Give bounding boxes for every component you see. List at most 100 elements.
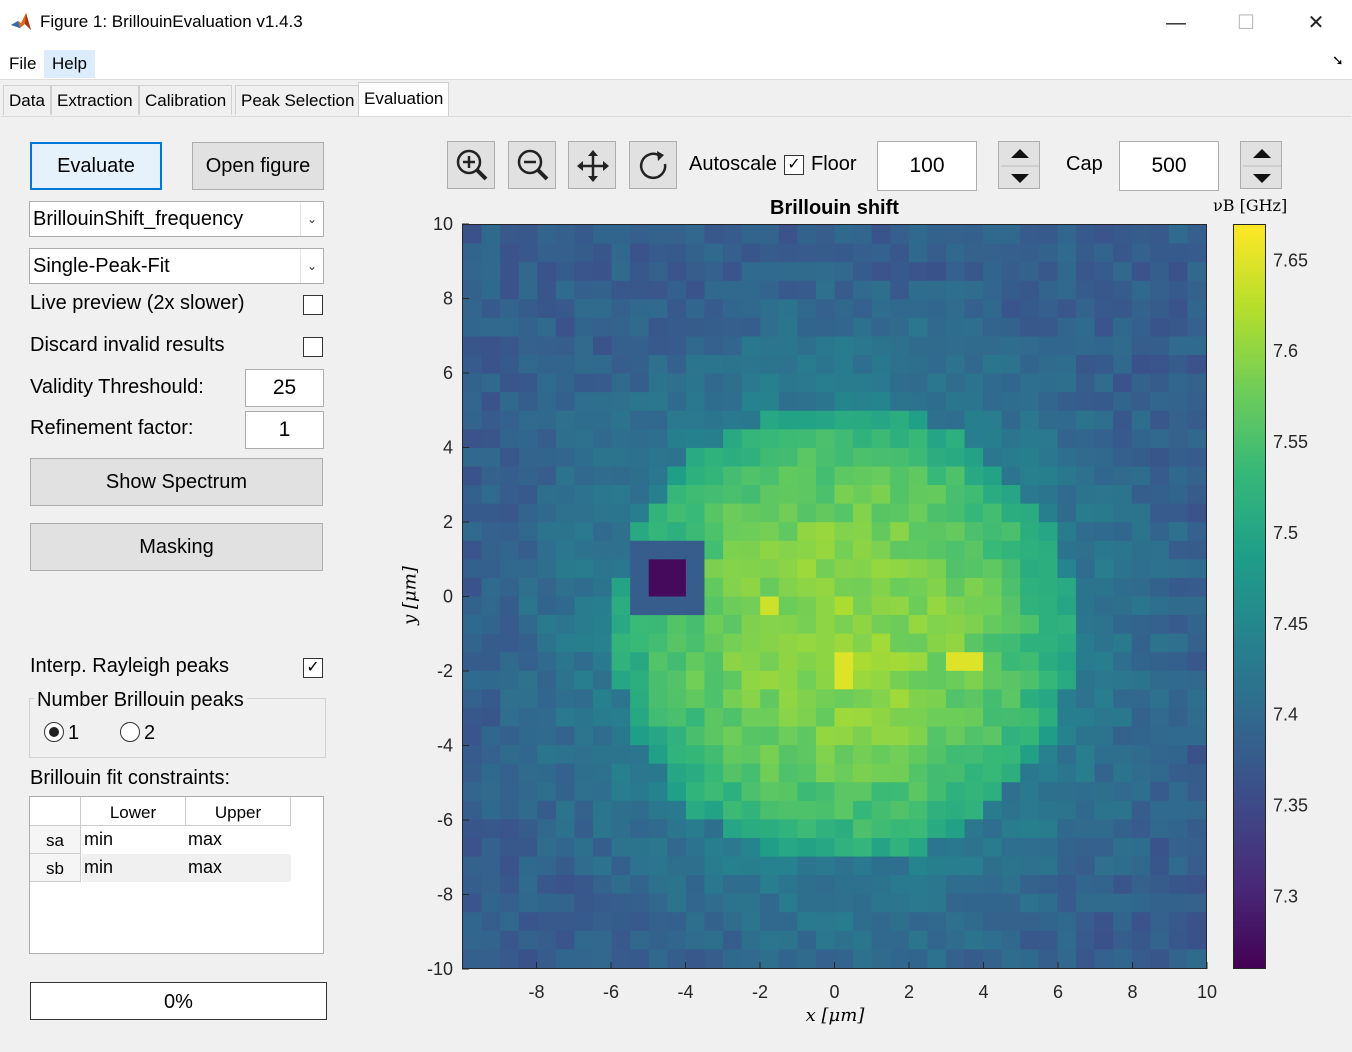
- heatmap-cell: [983, 225, 1003, 245]
- heatmap-cell: [853, 540, 873, 560]
- tab-peak-selection[interactable]: Peak Selection: [235, 85, 361, 115]
- reset-view-button[interactable]: [629, 141, 677, 189]
- dock-arrow-icon[interactable]: ➘: [1332, 52, 1344, 68]
- heatmap-cell: [574, 800, 594, 820]
- heatmap-cell: [853, 243, 873, 263]
- heatmap-cell: [760, 410, 780, 430]
- evaluate-button[interactable]: Evaluate: [30, 142, 162, 190]
- floor-input[interactable]: 100: [877, 141, 977, 191]
- heatmap-cell: [704, 243, 724, 263]
- heatmap-cell: [1168, 930, 1189, 951]
- heatmap-cell: [853, 875, 873, 895]
- heatmap-cell: [1150, 633, 1170, 653]
- heatmap-cell: [481, 633, 501, 653]
- heatmap-cell: [871, 429, 891, 449]
- heatmap-canvas[interactable]: [462, 224, 1207, 969]
- heatmap-cell: [1057, 893, 1077, 913]
- interp-rayleigh-checkbox[interactable]: ✓: [303, 658, 323, 678]
- heatmap-cell: [760, 763, 780, 783]
- minimize-button[interactable]: —: [1166, 12, 1186, 34]
- colorbar-segment: [1234, 387, 1265, 391]
- heatmap-cell: [630, 373, 650, 393]
- tab-evaluation[interactable]: Evaluation: [358, 82, 450, 116]
- refinement-factor-input[interactable]: 1: [245, 411, 324, 449]
- heatmap-cell: [1094, 930, 1114, 951]
- heatmap-cell: [555, 373, 576, 393]
- heatmap-cell: [760, 522, 780, 542]
- heatmap-cell: [778, 485, 798, 505]
- heatmap-cell: [927, 875, 947, 895]
- heatmap-cell: [667, 912, 687, 932]
- pan-button[interactable]: [568, 141, 616, 189]
- heatmap-cell: [853, 652, 873, 672]
- heatmap-cell: [1150, 689, 1170, 709]
- cap-input[interactable]: 500: [1119, 141, 1219, 191]
- heatmap-cell: [1168, 707, 1189, 728]
- heatmap-cell: [611, 689, 631, 709]
- live-preview-checkbox[interactable]: [303, 295, 323, 315]
- heatmap-cell: [778, 782, 798, 802]
- heatmap-cell: [1168, 596, 1189, 616]
- cell-sb-lower[interactable]: min: [82, 854, 186, 882]
- heatmap-cell: [1113, 633, 1133, 653]
- floor-spinner[interactable]: [998, 141, 1040, 189]
- heatmap-cell: [815, 225, 836, 245]
- heatmap-cell: [871, 522, 891, 542]
- peaks-radio-2[interactable]: [120, 722, 140, 742]
- peaks-radio-1[interactable]: [44, 722, 64, 742]
- heatmap-cell: [463, 373, 483, 393]
- heatmap-cell: [741, 485, 761, 505]
- parameter-dropdown[interactable]: BrillouinShift_frequency ⌄: [29, 201, 324, 237]
- heatmap-cell: [1094, 615, 1114, 635]
- zoom-in-button[interactable]: [447, 141, 495, 189]
- cell-sb-upper[interactable]: max: [186, 854, 291, 882]
- heatmap-cell: [1057, 707, 1077, 728]
- heatmap-cell: [648, 280, 668, 300]
- heatmap-cell: [834, 689, 854, 709]
- heatmap-cell: [741, 856, 761, 876]
- menu-file[interactable]: File: [9, 54, 37, 73]
- colorbar-segment: [1234, 546, 1265, 550]
- cap-spinner[interactable]: [1240, 141, 1282, 189]
- menu-help[interactable]: Help: [44, 50, 95, 78]
- heatmap-cell: [667, 596, 687, 616]
- heatmap-cell: [815, 466, 836, 486]
- maximize-button[interactable]: ☐: [1237, 12, 1255, 34]
- heatmap-cell: [983, 355, 1003, 375]
- heatmap-cell: [1131, 392, 1151, 412]
- discard-invalid-checkbox[interactable]: [303, 337, 323, 357]
- heatmap-cell: [648, 670, 668, 690]
- heatmap-cell: [741, 652, 761, 672]
- heatmap-cell: [890, 893, 910, 913]
- heatmap-cell: [1094, 726, 1114, 746]
- heatmap-cell: [815, 670, 836, 690]
- open-figure-button[interactable]: Open figure: [192, 142, 324, 190]
- tab-calibration[interactable]: Calibration: [139, 85, 233, 115]
- colorbar-segment: [1234, 519, 1265, 523]
- tab-extraction[interactable]: Extraction: [51, 85, 139, 115]
- cell-sa-upper[interactable]: max: [188, 829, 223, 849]
- colorbar-segment: [1234, 627, 1265, 631]
- heatmap-cell: [704, 429, 724, 449]
- cell-sa-lower[interactable]: min: [84, 829, 114, 849]
- close-button[interactable]: ✕: [1307, 12, 1325, 34]
- floor-checkbox[interactable]: ✓: [784, 155, 804, 175]
- validity-threshold-input[interactable]: 25: [245, 369, 324, 407]
- heatmap-cell: [537, 522, 557, 542]
- colorbar-segment: [1234, 654, 1265, 658]
- colorbar-segment: [1234, 783, 1265, 787]
- heatmap-cell: [723, 225, 743, 245]
- heatmap-cell: [1001, 930, 1021, 951]
- show-spectrum-button[interactable]: Show Spectrum: [30, 458, 323, 506]
- fit-type-dropdown[interactable]: Single-Peak-Fit ⌄: [29, 248, 324, 284]
- tab-data[interactable]: Data: [3, 85, 51, 115]
- heatmap-cell: [1187, 596, 1206, 616]
- heatmap-cell: [1094, 392, 1114, 412]
- masking-button[interactable]: Masking: [30, 523, 323, 571]
- heatmap-cell: [815, 930, 836, 951]
- heatmap-cell: [500, 317, 520, 338]
- heatmap-cell: [685, 837, 706, 858]
- zoom-out-button[interactable]: [508, 141, 556, 189]
- heatmap-cell: [760, 577, 780, 598]
- heatmap-cell: [797, 447, 817, 468]
